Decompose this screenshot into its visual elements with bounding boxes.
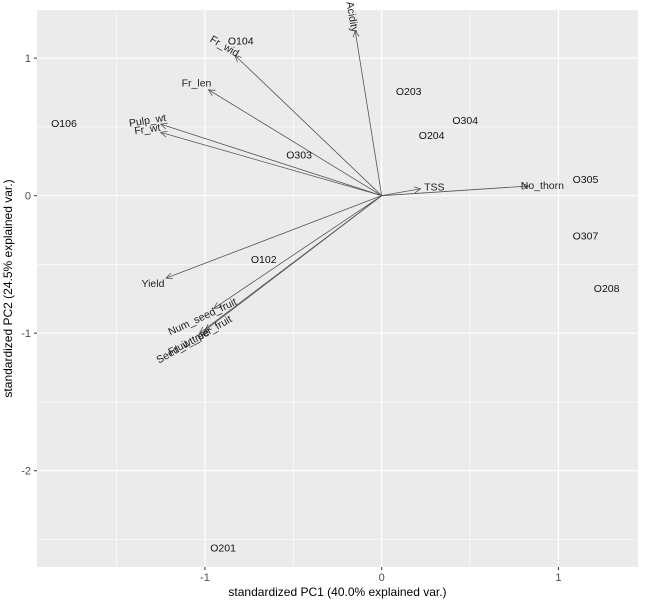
loading-label: No_thorn xyxy=(521,180,564,192)
loading-arrow-head xyxy=(204,324,212,332)
x-axis-title: standardized PC1 (40.0% explained var.) xyxy=(228,585,446,599)
grid-lines xyxy=(37,10,638,567)
observation-label: O201 xyxy=(210,543,236,555)
y-tick-label: 1 xyxy=(25,53,31,65)
loading-arrow-head xyxy=(159,130,168,138)
x-tick-label: 0 xyxy=(379,572,385,584)
observation-label: O305 xyxy=(573,174,599,186)
loading-arrow-head xyxy=(413,186,422,194)
y-axis-title: standardized PC2 (24.5% explained var.) xyxy=(1,179,15,397)
y-tick-label: -1 xyxy=(21,328,31,340)
x-tick-label: 1 xyxy=(555,572,561,584)
y-tick-label: -2 xyxy=(21,466,31,478)
loading-arrow-shaft xyxy=(160,132,382,197)
observation-label: O106 xyxy=(51,118,77,130)
loading-arrow-head xyxy=(521,183,530,190)
loading-arrow-shaft xyxy=(208,89,382,197)
observation-label: O204 xyxy=(419,130,445,142)
loading-arrow-shaft xyxy=(381,185,529,197)
loading-arrow-head xyxy=(234,54,242,63)
loading-label: Yield xyxy=(141,278,164,290)
loading-arrow-shaft xyxy=(165,195,382,279)
y-tick-label: 0 xyxy=(25,191,31,203)
loading-arrow-shaft xyxy=(354,30,383,196)
observation-label: O102 xyxy=(251,254,277,266)
loading-arrow-shaft xyxy=(381,188,421,197)
loading-arrow-shaft xyxy=(199,195,382,334)
observation-label: O208 xyxy=(594,283,620,295)
observation-label: O307 xyxy=(573,231,599,243)
loading-arrow-shaft xyxy=(213,195,382,309)
y-axis-ticks: -2 -1 0 1 xyxy=(21,53,37,478)
loading-arrow-head xyxy=(198,326,207,334)
loading-label: Acidity xyxy=(343,1,360,34)
loading-label: Fr_wt xyxy=(134,122,162,138)
plot-panel xyxy=(37,10,638,567)
loading-arrow-head xyxy=(213,302,221,309)
loading-arrow-shaft xyxy=(160,123,382,197)
loading-arrow-head xyxy=(207,89,216,96)
loading-arrow-head xyxy=(352,29,360,38)
observation-label: O304 xyxy=(452,115,478,127)
loading-arrow-shaft xyxy=(234,55,382,196)
observation-label: O104 xyxy=(228,35,254,47)
observation-label: O203 xyxy=(396,86,422,98)
x-axis-ticks: -1 0 1 xyxy=(200,567,562,584)
loading-label: Pulp_wt xyxy=(128,112,167,130)
observation-label: O303 xyxy=(286,149,312,161)
loading-arrow-head xyxy=(159,122,168,130)
loading-label: Fr_len xyxy=(182,77,212,89)
observation-labels: O104 O106 O203 O304 O204 O303 O305 O307 O208 O102… xyxy=(51,35,620,554)
loading-label: TSS xyxy=(424,181,444,193)
x-tick-label: -1 xyxy=(200,572,210,584)
loading-arrow-head xyxy=(165,272,174,280)
